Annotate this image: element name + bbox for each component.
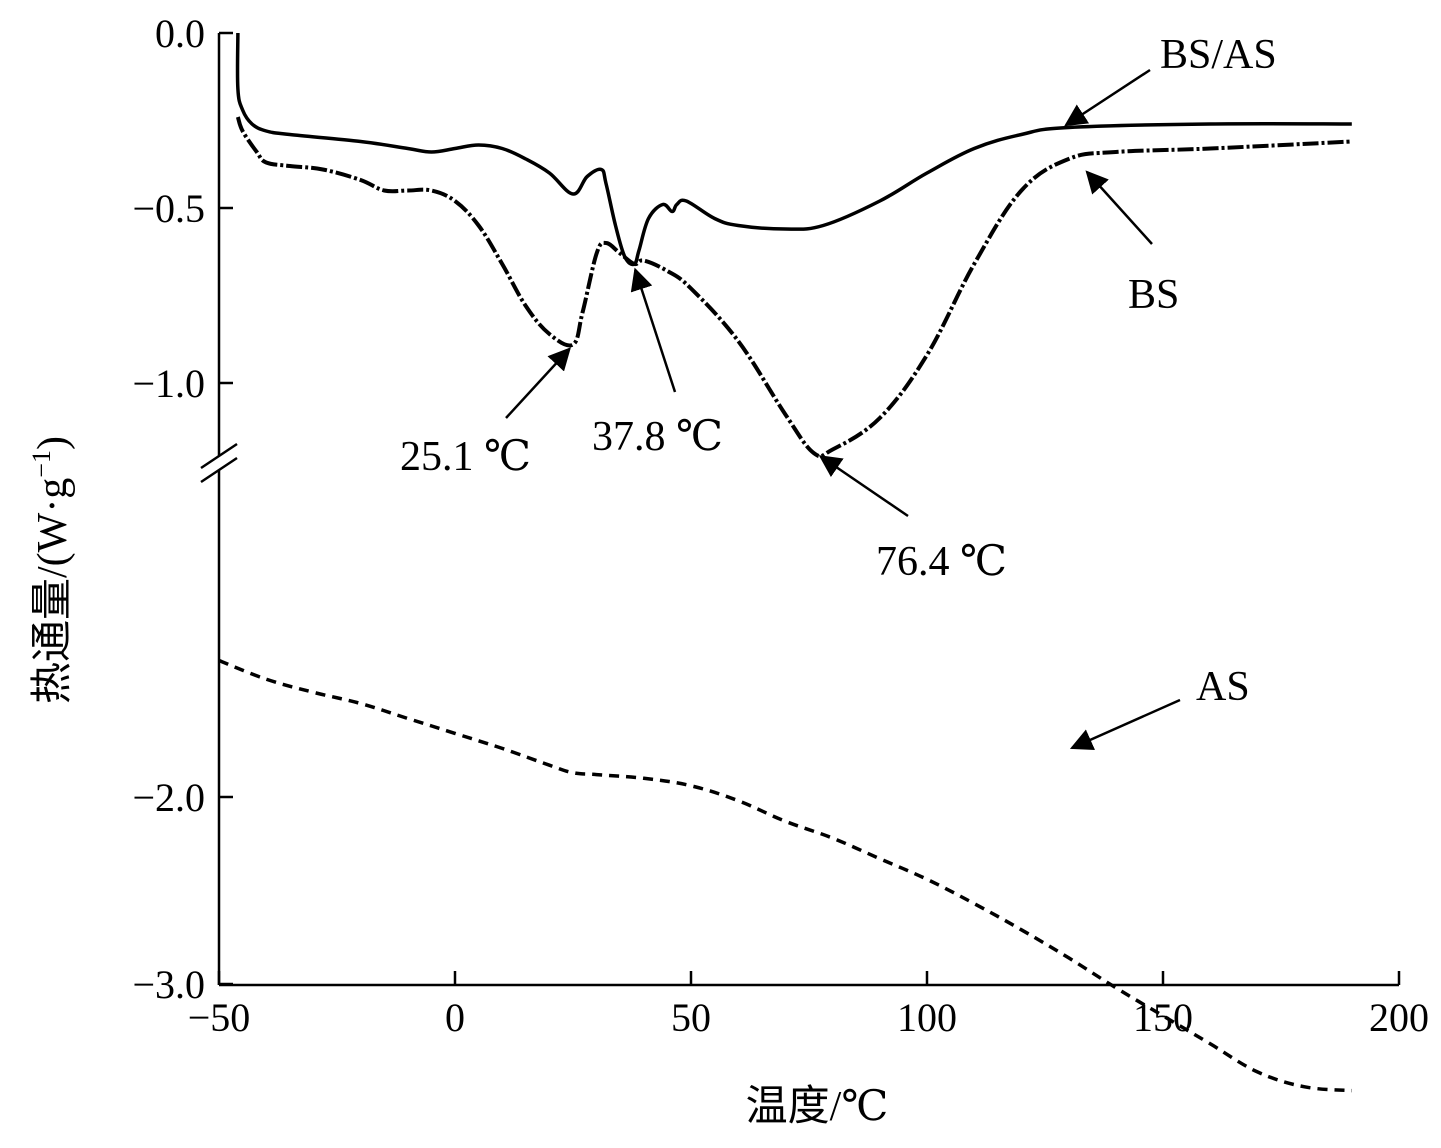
- y-axis-title-close: ): [30, 436, 76, 450]
- axis-break-mark: [200, 442, 238, 470]
- series-line-bs-as: [235, 32, 1352, 267]
- peak-annotation-arrow: [630, 267, 677, 393]
- series-group: [218, 32, 1352, 1093]
- series-label-as: AS: [1196, 664, 1250, 710]
- series-label-arrow: [1064, 68, 1151, 127]
- peak-annotation-label: 25.1 ℃: [400, 434, 531, 480]
- series-label-bs: BS: [1128, 272, 1179, 318]
- y-tick-label: 0.0: [155, 11, 205, 56]
- axes: [200, 33, 1399, 987]
- y-tick-label: −1.0: [132, 361, 205, 406]
- x-tick-label: −50: [188, 995, 251, 1040]
- x-axis-title: 温度/℃: [746, 1084, 889, 1130]
- svg-text:热通量/(W·g−1): 热通量/(W·g−1): [27, 436, 76, 704]
- y-tick-label: −3.0: [132, 962, 205, 1007]
- axis-break-mark: [200, 456, 238, 484]
- y-axis-title-sup: −1: [27, 450, 56, 478]
- x-tick-label: 0: [445, 995, 465, 1040]
- series-label-bs-as: BS/AS: [1160, 32, 1277, 78]
- peak-annotation-label: 76.4 ℃: [876, 539, 1007, 585]
- peak-annotation-label: 37.8 ℃: [592, 414, 723, 460]
- series-label-arrow: [1085, 170, 1153, 245]
- y-tick-label: −0.5: [132, 186, 205, 231]
- series-line-bs: [235, 116, 1352, 459]
- y-axis-title: 热通量/(W·g−1): [27, 436, 76, 704]
- series-label-arrow: [1069, 698, 1181, 751]
- annotation-group: BS/AS BS AS 25.1 ℃ 37.8 ℃ 76.4 ℃: [400, 32, 1277, 751]
- y-tick-label: −2.0: [132, 775, 205, 820]
- peak-annotation-arrow: [505, 347, 571, 419]
- peak-annotation-arrow: [818, 455, 909, 518]
- series-line-as: [218, 658, 1352, 1093]
- y-axis-title-main: 热通量/(W·g: [30, 478, 76, 704]
- x-tick-label: 200: [1369, 995, 1429, 1040]
- x-tick-label: 100: [897, 995, 957, 1040]
- x-tick-label: 50: [671, 995, 711, 1040]
